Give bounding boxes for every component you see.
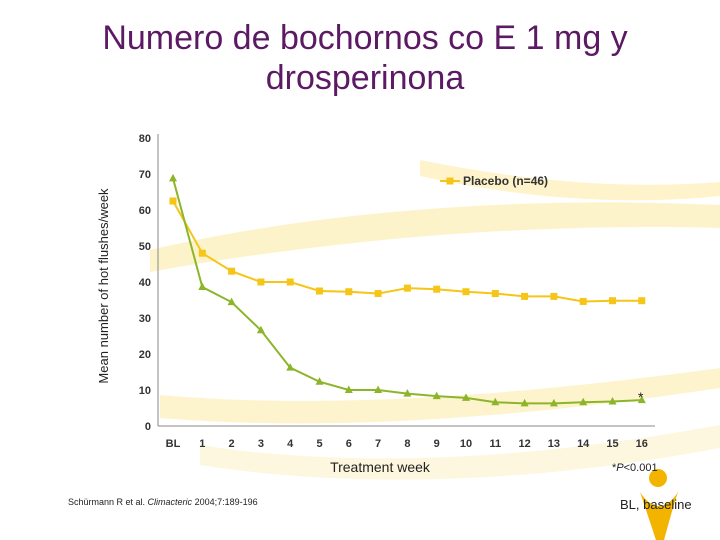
x-tick-label: 13	[548, 438, 560, 450]
y-tick-label: 10	[139, 385, 151, 397]
data-point-square	[228, 267, 236, 275]
data-point-square	[521, 292, 529, 300]
data-point-square	[609, 297, 616, 305]
data-point-triangle	[256, 325, 265, 334]
data-point-square	[286, 278, 294, 286]
data-point-triangle	[227, 297, 236, 306]
data-point-triangle	[286, 363, 295, 371]
citation-authors: Schürmann R et al.	[68, 497, 148, 507]
data-point-triangle	[462, 393, 470, 401]
data-point-square	[316, 287, 323, 295]
x-tick-label: 8	[404, 438, 410, 450]
x-tick-label: 9	[434, 438, 440, 450]
x-tick-label: 2	[229, 438, 235, 450]
data-point-triangle	[169, 173, 177, 182]
data-point-square	[550, 292, 558, 300]
x-tick-label: 14	[577, 438, 590, 450]
data-point-square	[462, 288, 470, 296]
data-point-triangle	[520, 398, 529, 407]
data-point-triangle	[549, 398, 558, 407]
data-point-triangle	[608, 397, 617, 405]
y-tick-label: 50	[139, 241, 151, 253]
y-tick-label: 80	[139, 133, 151, 145]
data-point-triangle	[491, 397, 500, 406]
p-value-footnote: *P<0.001	[612, 462, 658, 474]
footnote-symbol: *	[612, 462, 617, 474]
x-tick-label: 6	[346, 438, 352, 450]
x-tick-label: 7	[375, 438, 381, 450]
data-point-square	[638, 297, 646, 305]
data-point-triangle	[637, 395, 646, 404]
data-point-triangle	[198, 282, 207, 291]
citation-journal: Climacteric	[147, 497, 193, 507]
x-tick-label: 11	[489, 438, 501, 450]
y-tick-label: 40	[139, 277, 151, 289]
x-tick-label: 3	[258, 438, 264, 450]
data-point-triangle	[403, 389, 412, 397]
x-tick-label: 5	[316, 438, 322, 450]
data-point-square	[169, 197, 177, 205]
legend-label: Placebo (n=46)	[463, 174, 548, 188]
x-tick-label: 15	[606, 438, 618, 450]
citation: Schürmann R et al. Climacteric 2004;7:18…	[68, 497, 258, 507]
slide-title: Numero de bochornos co E 1 mg y drosperi…	[102, 19, 628, 97]
x-tick-label: 1	[199, 438, 205, 450]
y-tick-label: 60	[139, 205, 151, 217]
data-point-triangle	[344, 385, 353, 393]
data-point-triangle	[432, 391, 441, 400]
y-tick-label: 30	[139, 313, 151, 325]
y-tick-label: 70	[139, 169, 151, 181]
footnote-threshold: <0.001	[623, 462, 658, 474]
x-axis-title: Treatment week	[330, 459, 430, 475]
y-tick-label: 20	[139, 349, 151, 361]
y-axis-title: Mean number of hot flushes/week	[96, 188, 111, 384]
data-point-square	[491, 290, 499, 298]
data-point-square	[345, 288, 353, 296]
data-point-square	[198, 249, 206, 257]
x-tick-label: 4	[287, 438, 294, 450]
data-point-triangle	[374, 385, 383, 393]
citation-details: 2004;7:189-196	[192, 497, 258, 507]
data-point-square	[579, 297, 587, 305]
x-tick-label: 16	[636, 438, 648, 450]
x-tick-label: 10	[460, 438, 472, 450]
data-point-square	[433, 285, 441, 293]
legend-marker	[446, 177, 454, 185]
data-point-triangle	[315, 377, 324, 385]
x-tick-label: 12	[518, 438, 530, 450]
data-point-triangle	[579, 397, 588, 406]
logo-figure	[640, 469, 678, 540]
data-point-square	[257, 278, 265, 286]
data-point-square	[374, 290, 382, 298]
y-tick-label: 0	[145, 421, 151, 433]
x-tick-label: BL	[166, 438, 181, 450]
abbreviation-note: BL, baseline	[620, 497, 692, 512]
data-point-square	[403, 284, 411, 292]
footnote-p: P	[616, 462, 624, 474]
significance-asterisk: *	[638, 389, 644, 405]
